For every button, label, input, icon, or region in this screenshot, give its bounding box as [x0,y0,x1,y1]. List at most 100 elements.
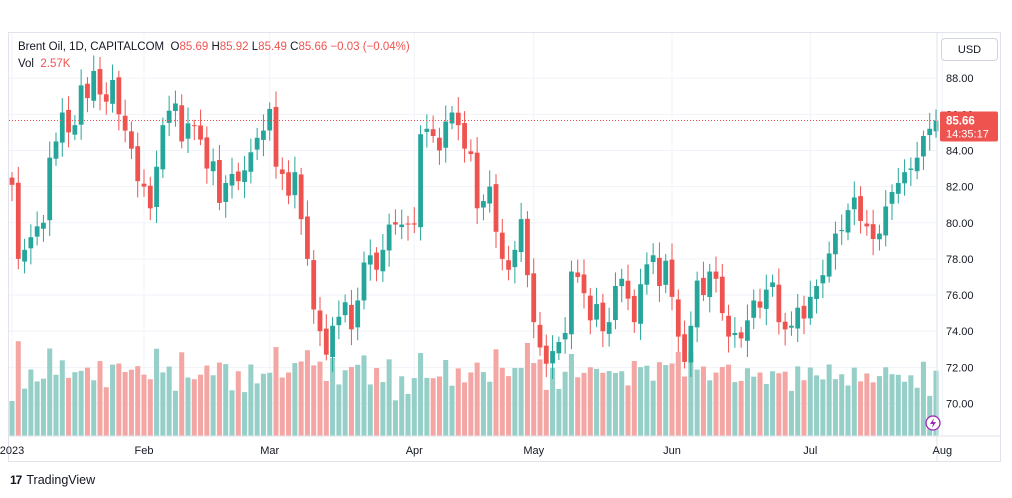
volume-bar [814,375,820,436]
candle-body [707,271,713,298]
volume-bar [154,348,160,436]
volume-bar [927,395,933,436]
candle-body [47,157,53,221]
candle-body [449,112,455,124]
candle-body [317,310,323,332]
volume-bar [210,375,216,436]
volume-bar [562,371,568,436]
volume-bar [732,382,738,436]
volume-bar [669,363,675,436]
volume-bar [430,378,436,436]
volume-bar [166,366,172,436]
volume-bar [864,373,870,436]
volume-bar [876,376,882,436]
volume-bar [59,360,65,436]
volume-bar [242,392,248,436]
candle-body [864,223,870,227]
price-tag-bg [940,111,998,142]
candle-body [242,170,247,182]
volume-bar [606,371,612,436]
candle-body [455,112,461,126]
currency-button[interactable]: USD [941,38,998,61]
candle-body [468,151,474,155]
symbol-label[interactable]: Brent Oil, 1D, CAPITALCOM [18,41,165,53]
candle-body [631,295,637,323]
candle-body [355,300,361,328]
candle-body [223,182,229,202]
volume-bar [179,352,185,436]
candle-body [870,224,876,240]
candle-body [745,320,750,341]
volume-bar [776,373,782,436]
candle-body [569,271,574,335]
candle-body [22,249,27,262]
volume-bar [883,367,889,436]
tradingview-logo[interactable]: 17 TradingView [10,473,95,487]
candle-body [349,304,354,330]
candle-body [405,223,411,225]
volume-bar [436,376,442,436]
volume-bar [28,369,34,436]
candle-body [902,172,907,184]
candle-body [814,286,819,299]
volume-bar [380,382,386,436]
candle-body [41,222,46,229]
candle-body [374,252,379,270]
candle-body [34,226,40,237]
volume-bar [594,368,600,436]
volume-value: 2.57K [40,58,71,70]
y-tick-label: 80.00 [946,218,974,230]
volume-bar [141,374,147,436]
volume-bar [122,371,128,436]
change-value: −0.03 (−0.04%) [330,41,410,53]
candle-body [235,171,241,182]
volume-bar [537,359,543,436]
lightning-icon [925,415,941,431]
x-tick-label: Feb [135,445,154,457]
candle-body [518,219,524,253]
volume-bar [757,372,763,436]
candle-body [763,289,769,309]
volume-bar [474,362,480,436]
candle-body [613,286,618,321]
volume-bar [700,366,706,436]
volume-bar [902,381,908,436]
volume-bar [644,365,650,436]
volume-bar [399,376,405,436]
candle-body [28,237,34,249]
volume-bar [361,355,367,436]
volume-bar [524,342,530,436]
x-tick-label: 2023 [0,445,24,457]
volume-bar [858,381,864,436]
candle-body [726,315,731,337]
volume-bar [392,400,398,436]
candle-body [650,255,656,263]
volume-bar [587,367,593,436]
volume-bar [581,372,587,436]
candle-body [851,197,857,210]
candle-body [738,332,744,339]
candle-body [430,129,436,137]
volume-bar [612,372,618,436]
candle-body [135,146,141,182]
volume-bar [845,385,851,436]
volume-bar [330,357,336,436]
volume-bar [575,377,581,436]
low-label: L [251,41,259,53]
candle-body [858,196,863,221]
volume-bar [323,380,329,436]
volume-bar [713,372,719,436]
candle-body [537,324,543,348]
candle-body [85,83,90,99]
candle-body [311,260,317,310]
volume-bar [600,372,606,436]
y-tick-label: 72.00 [946,362,974,374]
candle-body [732,332,738,336]
candle-body [600,302,606,332]
volume-bar [763,383,769,436]
candle-body [531,273,537,323]
candle-body [845,210,851,233]
chart-area[interactable]: 70.00 72.00 74.00 76.00 78.00 80.00 82.00 84.00… [0,0,1012,470]
volume-bar [493,349,499,436]
